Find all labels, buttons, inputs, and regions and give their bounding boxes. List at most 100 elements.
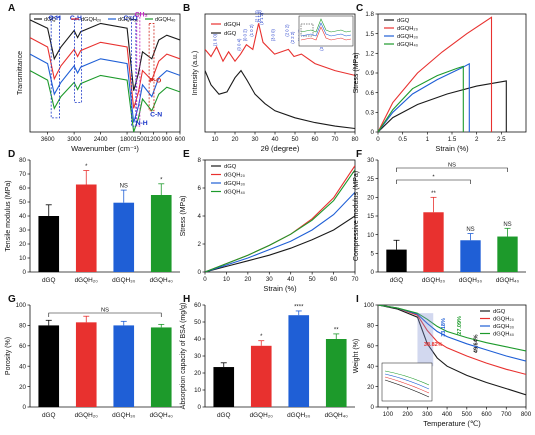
y-tick-label: 1.8 — [365, 11, 374, 18]
x-tick-label: 0.5 — [398, 136, 407, 143]
panel-D: D 0 10 20 30 40 50 60 70 80 Tensile modulus (MPa) d… — [5, 149, 180, 284]
significance-mark: * — [85, 164, 88, 170]
category-label: dGQH₂₀ — [422, 277, 446, 284]
series-line — [378, 305, 526, 352]
bar — [150, 327, 172, 407]
series-line — [378, 65, 464, 132]
bracket-label: NS — [101, 308, 109, 314]
bar — [325, 339, 347, 407]
y-axis-label: Weight (%) — [353, 339, 360, 374]
y-tick-label: 8 — [198, 157, 202, 164]
x-tick-label: 500 — [462, 411, 473, 418]
significance-mark: * — [160, 177, 163, 183]
legend-label: dGQH₃₀ — [397, 34, 419, 40]
x-tick-label: 20 — [244, 276, 251, 283]
legend-label: dGQH₂₀ — [493, 317, 515, 323]
peak-label: (1 0 2) — [249, 24, 254, 37]
y-tick-label: 60 — [367, 343, 374, 350]
y-axis-label: Tensile modulus (MPa) — [5, 180, 12, 251]
significance-bracket — [396, 167, 508, 172]
y-tick-label: 50 — [19, 199, 26, 206]
y-axis-label: Absorption capacity of BSA (mg/g) — [180, 303, 187, 410]
y-tick-label: 25 — [367, 176, 374, 183]
peak-label: (1 1 2) — [259, 12, 264, 25]
category-label: dGQ — [390, 277, 404, 284]
x-tick-label: 80 — [352, 136, 359, 143]
y-tick-label: 10 — [194, 387, 201, 394]
inset-highlight — [300, 23, 314, 37]
y-tick-label: 40 — [19, 213, 26, 220]
panel-letter: I — [356, 294, 359, 305]
bar — [288, 315, 310, 407]
panel-G: G 0 20 40 60 80 100 Porosity (%) dGQ dGQH₂₀ dGQH₃₀… — [5, 294, 180, 419]
category-label: dGQH₄₀ — [325, 412, 349, 419]
x-tick-label: 100 — [383, 411, 394, 418]
y-tick-label: 0.3 — [365, 110, 374, 117]
band-box — [148, 23, 155, 112]
bar — [150, 195, 172, 272]
panel-letter: B — [183, 3, 190, 14]
annotation: 49.64% — [474, 334, 480, 353]
peak-label: (2 2 2) — [290, 31, 295, 44]
band-label: CH₂ — [135, 11, 148, 18]
inset-line — [384, 370, 430, 386]
x-tick-label: 60 — [312, 136, 319, 143]
y-tick-label: 20 — [367, 195, 374, 202]
legend-label: dGQ — [44, 17, 56, 23]
y-tick-label: 20 — [194, 370, 201, 377]
y-tick-label: 0 — [371, 129, 375, 136]
x-tick-label: 1800 — [120, 136, 134, 143]
y-tick-label: 40 — [194, 336, 201, 343]
legend-label: dGQH — [224, 22, 240, 28]
y-tick-label: 100 — [16, 302, 27, 309]
category-label: dGQH₄₀ — [496, 277, 520, 284]
x-tick-label: 200 — [402, 411, 413, 418]
y-tick-label: 70 — [19, 171, 26, 178]
bar — [75, 322, 97, 407]
series-line — [205, 23, 355, 76]
legend-label: dGQ — [493, 309, 506, 315]
annotation: 33.18% — [441, 318, 447, 337]
category-label: dGQH₃₀ — [287, 412, 311, 419]
x-tick-label: 1 — [426, 136, 430, 143]
legend-label: dGQH₂₀ — [224, 173, 246, 179]
x-tick-label: 2.5 — [497, 136, 506, 143]
band-label: P-O — [149, 77, 161, 84]
category-label: dGQH₃₀ — [112, 277, 136, 284]
inset-line — [300, 18, 352, 33]
inset-line — [384, 373, 430, 390]
y-tick-label: 30 — [367, 157, 374, 164]
x-tick-label: 40 — [272, 136, 279, 143]
y-tick-label: 0 — [23, 404, 27, 411]
series-line — [205, 169, 355, 272]
y-tick-label: 10 — [19, 255, 26, 262]
category-label: dGQH₂₀ — [250, 412, 274, 419]
significance-bracket — [48, 312, 162, 317]
peak-label: (2 1 1) — [257, 10, 262, 23]
band-label: C=O — [124, 15, 138, 22]
legend-label: dGQH₃₀ — [118, 17, 139, 23]
series-line — [205, 215, 355, 272]
panel-letter: E — [183, 149, 190, 160]
annotation: 38.82% — [424, 342, 443, 348]
significance-mark: **** — [294, 304, 304, 310]
x-axis-label: 2θ (degree) — [261, 144, 300, 153]
panel-letter: G — [8, 294, 16, 305]
inset-line — [384, 379, 430, 398]
y-tick-label: 20 — [367, 384, 374, 391]
category-label: dGQ — [42, 412, 56, 419]
y-tick-label: 60 — [19, 343, 26, 350]
y-tick-label: 40 — [19, 363, 26, 370]
panel-F: F 0 5 10 15 20 25 30 Compressive modulus (MPa) dG… — [353, 149, 526, 284]
category-label: dGQH₂₀ — [75, 277, 99, 284]
legend-label: dGQ — [224, 31, 237, 37]
annotation: 27.09% — [457, 316, 463, 335]
significance-bracket — [396, 179, 471, 184]
series-line — [30, 53, 180, 123]
series-line — [30, 37, 180, 109]
category-label: dGQH₂₀ — [75, 412, 99, 419]
plot-frame — [29, 13, 181, 133]
x-tick-label: 10 — [212, 136, 219, 143]
panel-letter: C — [356, 3, 363, 14]
